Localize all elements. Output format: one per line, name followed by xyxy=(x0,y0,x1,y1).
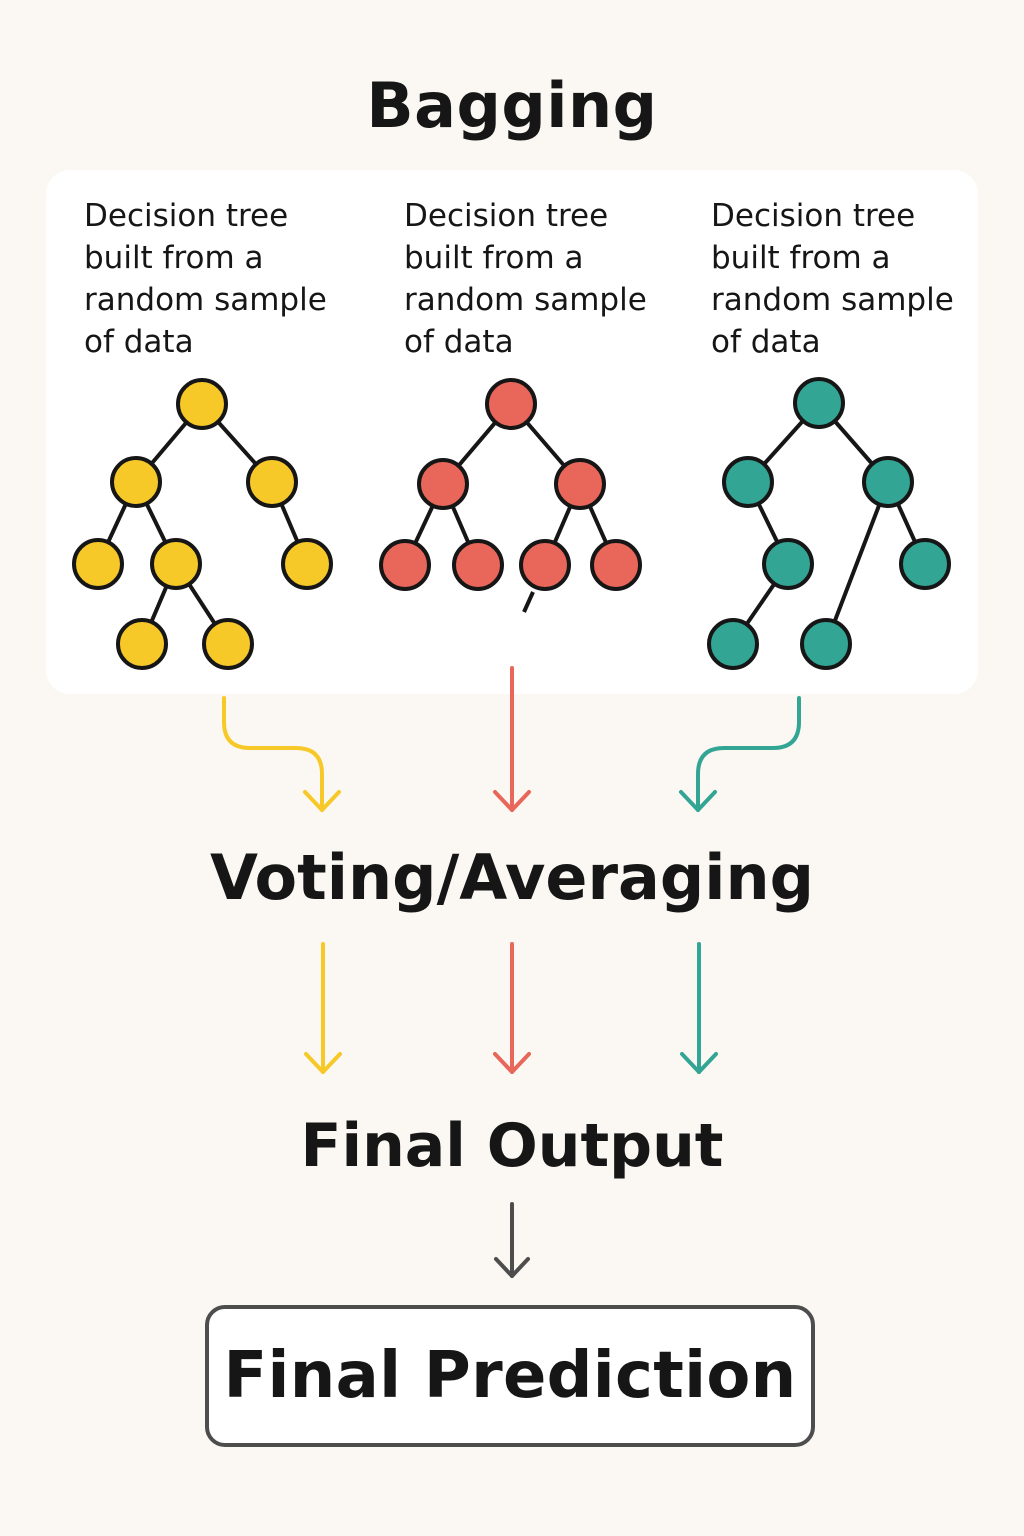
decision-tree-teal xyxy=(707,377,951,670)
voting-averaging-label: Voting/Averaging xyxy=(209,841,815,914)
arrow-output-to-prediction xyxy=(494,1202,530,1278)
trees-panel xyxy=(46,170,978,694)
tree-edge-stub xyxy=(522,591,535,613)
diagram-title: Bagging xyxy=(366,69,658,142)
tree-caption-yellow: Decision tree built from a random sample… xyxy=(84,198,327,360)
tree-node-leaf xyxy=(899,538,951,590)
tree-node-leaf xyxy=(590,539,642,591)
arrow-red-to-output xyxy=(493,942,531,1074)
arrow-teal-to-output xyxy=(680,942,718,1074)
tree-node-root xyxy=(176,378,228,430)
final-prediction-box: Final Prediction xyxy=(205,1305,815,1447)
tree-node-leaf xyxy=(379,539,431,591)
tree-node-root xyxy=(793,377,845,429)
tree-node-leaf xyxy=(452,539,504,591)
tree-node-leaf xyxy=(202,618,254,670)
tree-node-leaf xyxy=(72,538,124,590)
tree-node-leaf xyxy=(116,618,168,670)
decision-tree-yellow xyxy=(72,378,333,670)
tree-caption-red: Decision tree built from a random sample… xyxy=(404,198,647,360)
tree-node xyxy=(722,456,774,508)
tree-node xyxy=(246,456,298,508)
arrow-red-to-voting xyxy=(493,666,531,812)
tree-node xyxy=(110,456,162,508)
decision-tree-red xyxy=(379,378,642,613)
tree-node xyxy=(150,538,202,590)
tree-edge xyxy=(824,481,890,645)
tree-node-root xyxy=(485,378,537,430)
arrow-teal-to-voting xyxy=(679,696,801,812)
tree-node-leaf xyxy=(707,618,759,670)
final-prediction-label: Final Prediction xyxy=(223,1339,797,1413)
arrow-yellow-to-voting xyxy=(222,696,341,812)
tree-node-leaf xyxy=(519,539,571,591)
arrow-yellow-to-output xyxy=(304,942,342,1074)
tree-node-leaf xyxy=(800,618,852,670)
tree-node xyxy=(862,456,914,508)
tree-node-leaf xyxy=(281,538,333,590)
tree-caption-teal: Decision tree built from a random sample… xyxy=(711,198,954,360)
tree-node xyxy=(417,458,469,510)
tree-node xyxy=(554,458,606,510)
final-output-label: Final Output xyxy=(300,1111,724,1181)
tree-node xyxy=(762,538,814,590)
